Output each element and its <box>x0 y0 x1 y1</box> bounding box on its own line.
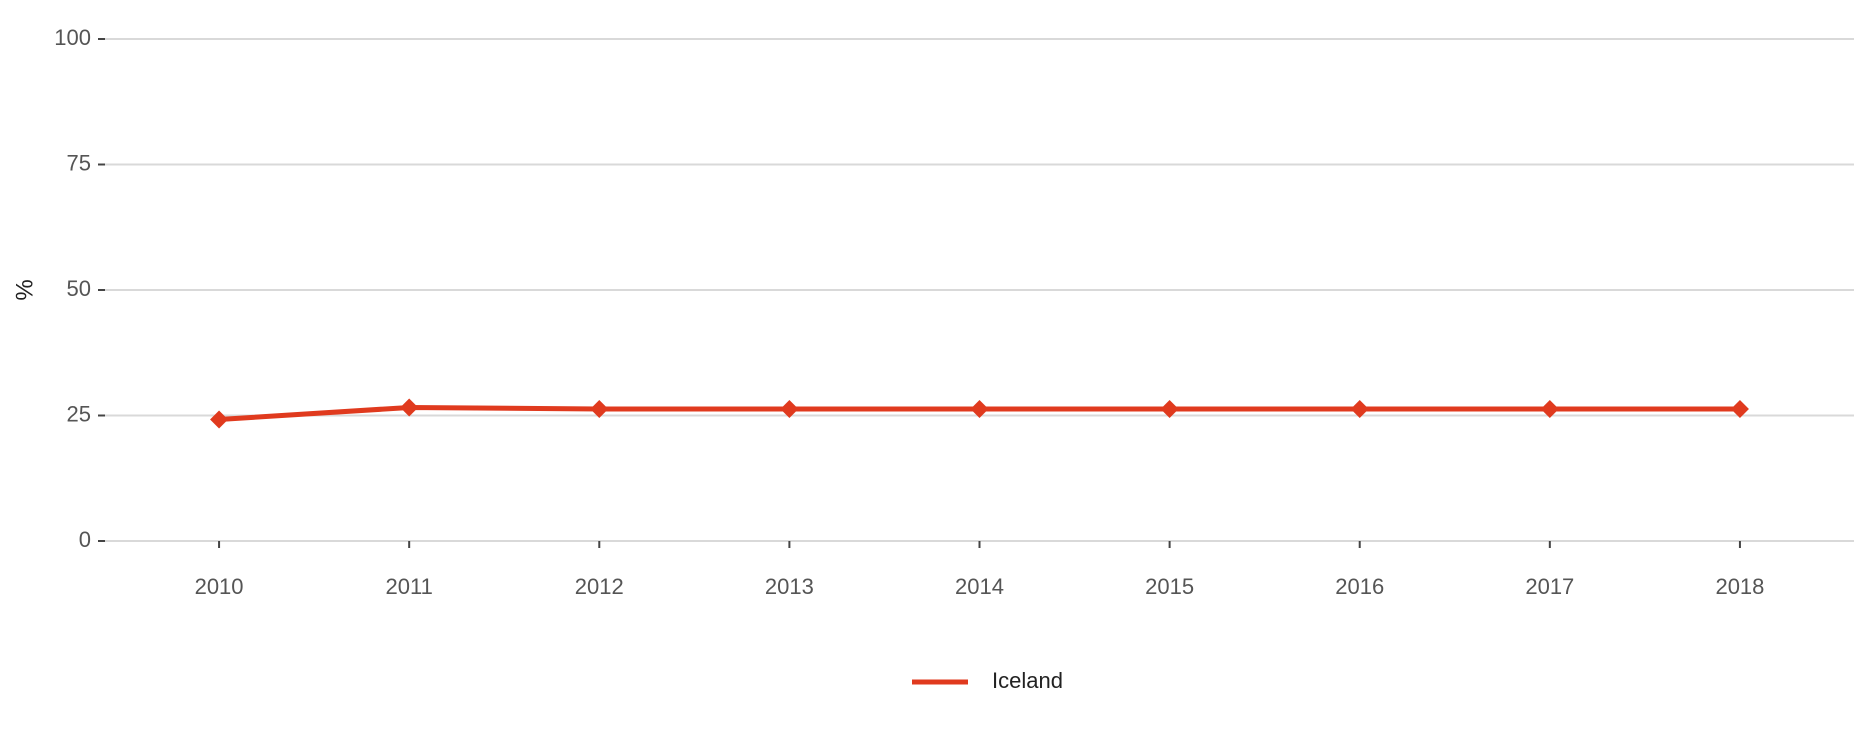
x-tick-label: 2013 <box>765 574 814 599</box>
x-tick-label: 2010 <box>195 574 244 599</box>
y-axis-label: % <box>11 279 38 300</box>
point <box>1730 399 1749 418</box>
point <box>1160 399 1179 418</box>
y-tick-label: 50 <box>67 276 91 301</box>
y-tick-label: 75 <box>67 150 91 175</box>
point <box>1350 399 1369 418</box>
point <box>970 399 989 418</box>
y-tick-label: 100 <box>54 25 91 50</box>
x-tick-label: 2014 <box>955 574 1004 599</box>
legend-label: Iceland <box>992 668 1063 693</box>
point <box>400 398 419 417</box>
y-tick-label: 0 <box>79 527 91 552</box>
x-tick-label: 2018 <box>1715 574 1764 599</box>
y-tick-label: 25 <box>67 401 91 426</box>
x-tick-label: 2012 <box>575 574 624 599</box>
point <box>590 399 609 418</box>
point <box>780 399 799 418</box>
x-tick-label: 2017 <box>1525 574 1574 599</box>
x-tick-label: 2015 <box>1145 574 1194 599</box>
point <box>1540 399 1559 418</box>
x-tick-label: 2011 <box>386 574 433 599</box>
point <box>210 410 229 429</box>
x-tick-label: 2016 <box>1335 574 1384 599</box>
